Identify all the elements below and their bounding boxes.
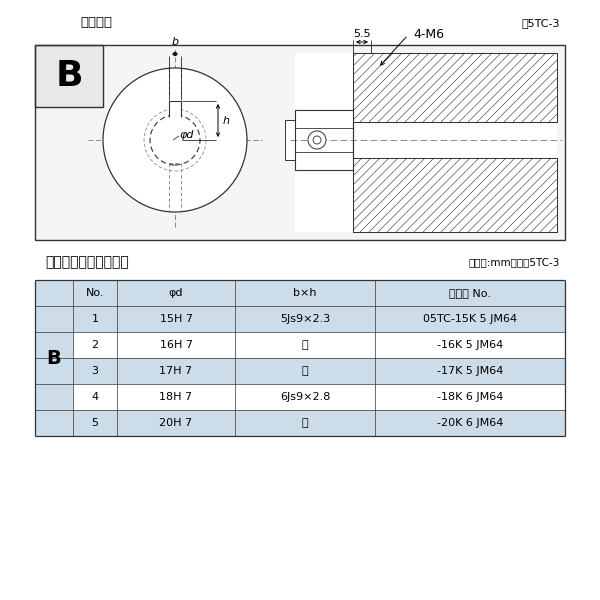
Text: 5.5: 5.5 (353, 29, 371, 39)
Polygon shape (169, 96, 181, 117)
Bar (35, 45, 103, 107)
Bar (285, 120, 295, 160)
Bar (353, 53, 557, 122)
Text: 軸穴形状: 軸穴形状 (80, 16, 112, 29)
Text: No.: No. (86, 288, 104, 298)
Bar (353, 53, 557, 122)
Bar (35, 45, 565, 240)
Text: 2: 2 (91, 340, 98, 350)
Text: 16H 7: 16H 7 (160, 340, 193, 350)
Text: -18K 6 JM64: -18K 6 JM64 (437, 392, 503, 402)
Text: （単位:mm）　表5TC-3: （単位:mm） 表5TC-3 (469, 257, 560, 267)
Text: 4-M6: 4-M6 (413, 28, 444, 41)
Text: 〃: 〃 (302, 340, 308, 350)
Text: 5: 5 (91, 418, 98, 428)
Text: φd: φd (169, 288, 183, 298)
Text: 5Js9×2.3: 5Js9×2.3 (280, 314, 330, 324)
Text: 6Js9×2.8: 6Js9×2.8 (280, 392, 330, 402)
Text: 05TC-15K 5 JM64: 05TC-15K 5 JM64 (423, 314, 517, 324)
Bar (295, 53, 557, 232)
Text: h: h (223, 115, 230, 125)
Text: B: B (47, 349, 61, 367)
Text: 〃: 〃 (302, 366, 308, 376)
Circle shape (313, 136, 321, 144)
Text: 20H 7: 20H 7 (160, 418, 193, 428)
Circle shape (150, 115, 200, 165)
Text: b: b (172, 37, 179, 47)
Circle shape (103, 68, 247, 212)
Bar (353, 158, 557, 232)
Bar (35, 280, 73, 436)
Bar (295, 110, 353, 170)
Text: 3: 3 (91, 366, 98, 376)
Text: -17K 5 JM64: -17K 5 JM64 (437, 366, 503, 376)
Bar (73, 358, 565, 384)
Text: 17H 7: 17H 7 (160, 366, 193, 376)
Bar (73, 280, 565, 306)
Text: -20K 6 JM64: -20K 6 JM64 (437, 418, 503, 428)
Text: 1: 1 (91, 314, 98, 324)
Bar (35, 45, 103, 107)
Text: 18H 7: 18H 7 (160, 392, 193, 402)
Bar (73, 306, 565, 332)
Text: コード No.: コード No. (449, 288, 491, 298)
Bar (73, 332, 565, 358)
Text: 4: 4 (91, 392, 98, 402)
Text: 〃: 〃 (302, 418, 308, 428)
Bar (285, 120, 295, 160)
Bar (353, 158, 557, 232)
Circle shape (308, 131, 326, 149)
Text: b×h: b×h (293, 288, 317, 298)
Text: -16K 5 JM64: -16K 5 JM64 (437, 340, 503, 350)
Text: B: B (55, 59, 83, 93)
Bar (35, 45, 565, 240)
Bar (73, 384, 565, 410)
Bar (295, 110, 353, 170)
Text: φd: φd (179, 130, 193, 140)
Text: 図5TC-3: 図5TC-3 (521, 18, 560, 28)
Text: 軸穴形状コード一覧表: 軸穴形状コード一覧表 (45, 255, 129, 269)
Bar (73, 410, 565, 436)
Text: 15H 7: 15H 7 (160, 314, 193, 324)
